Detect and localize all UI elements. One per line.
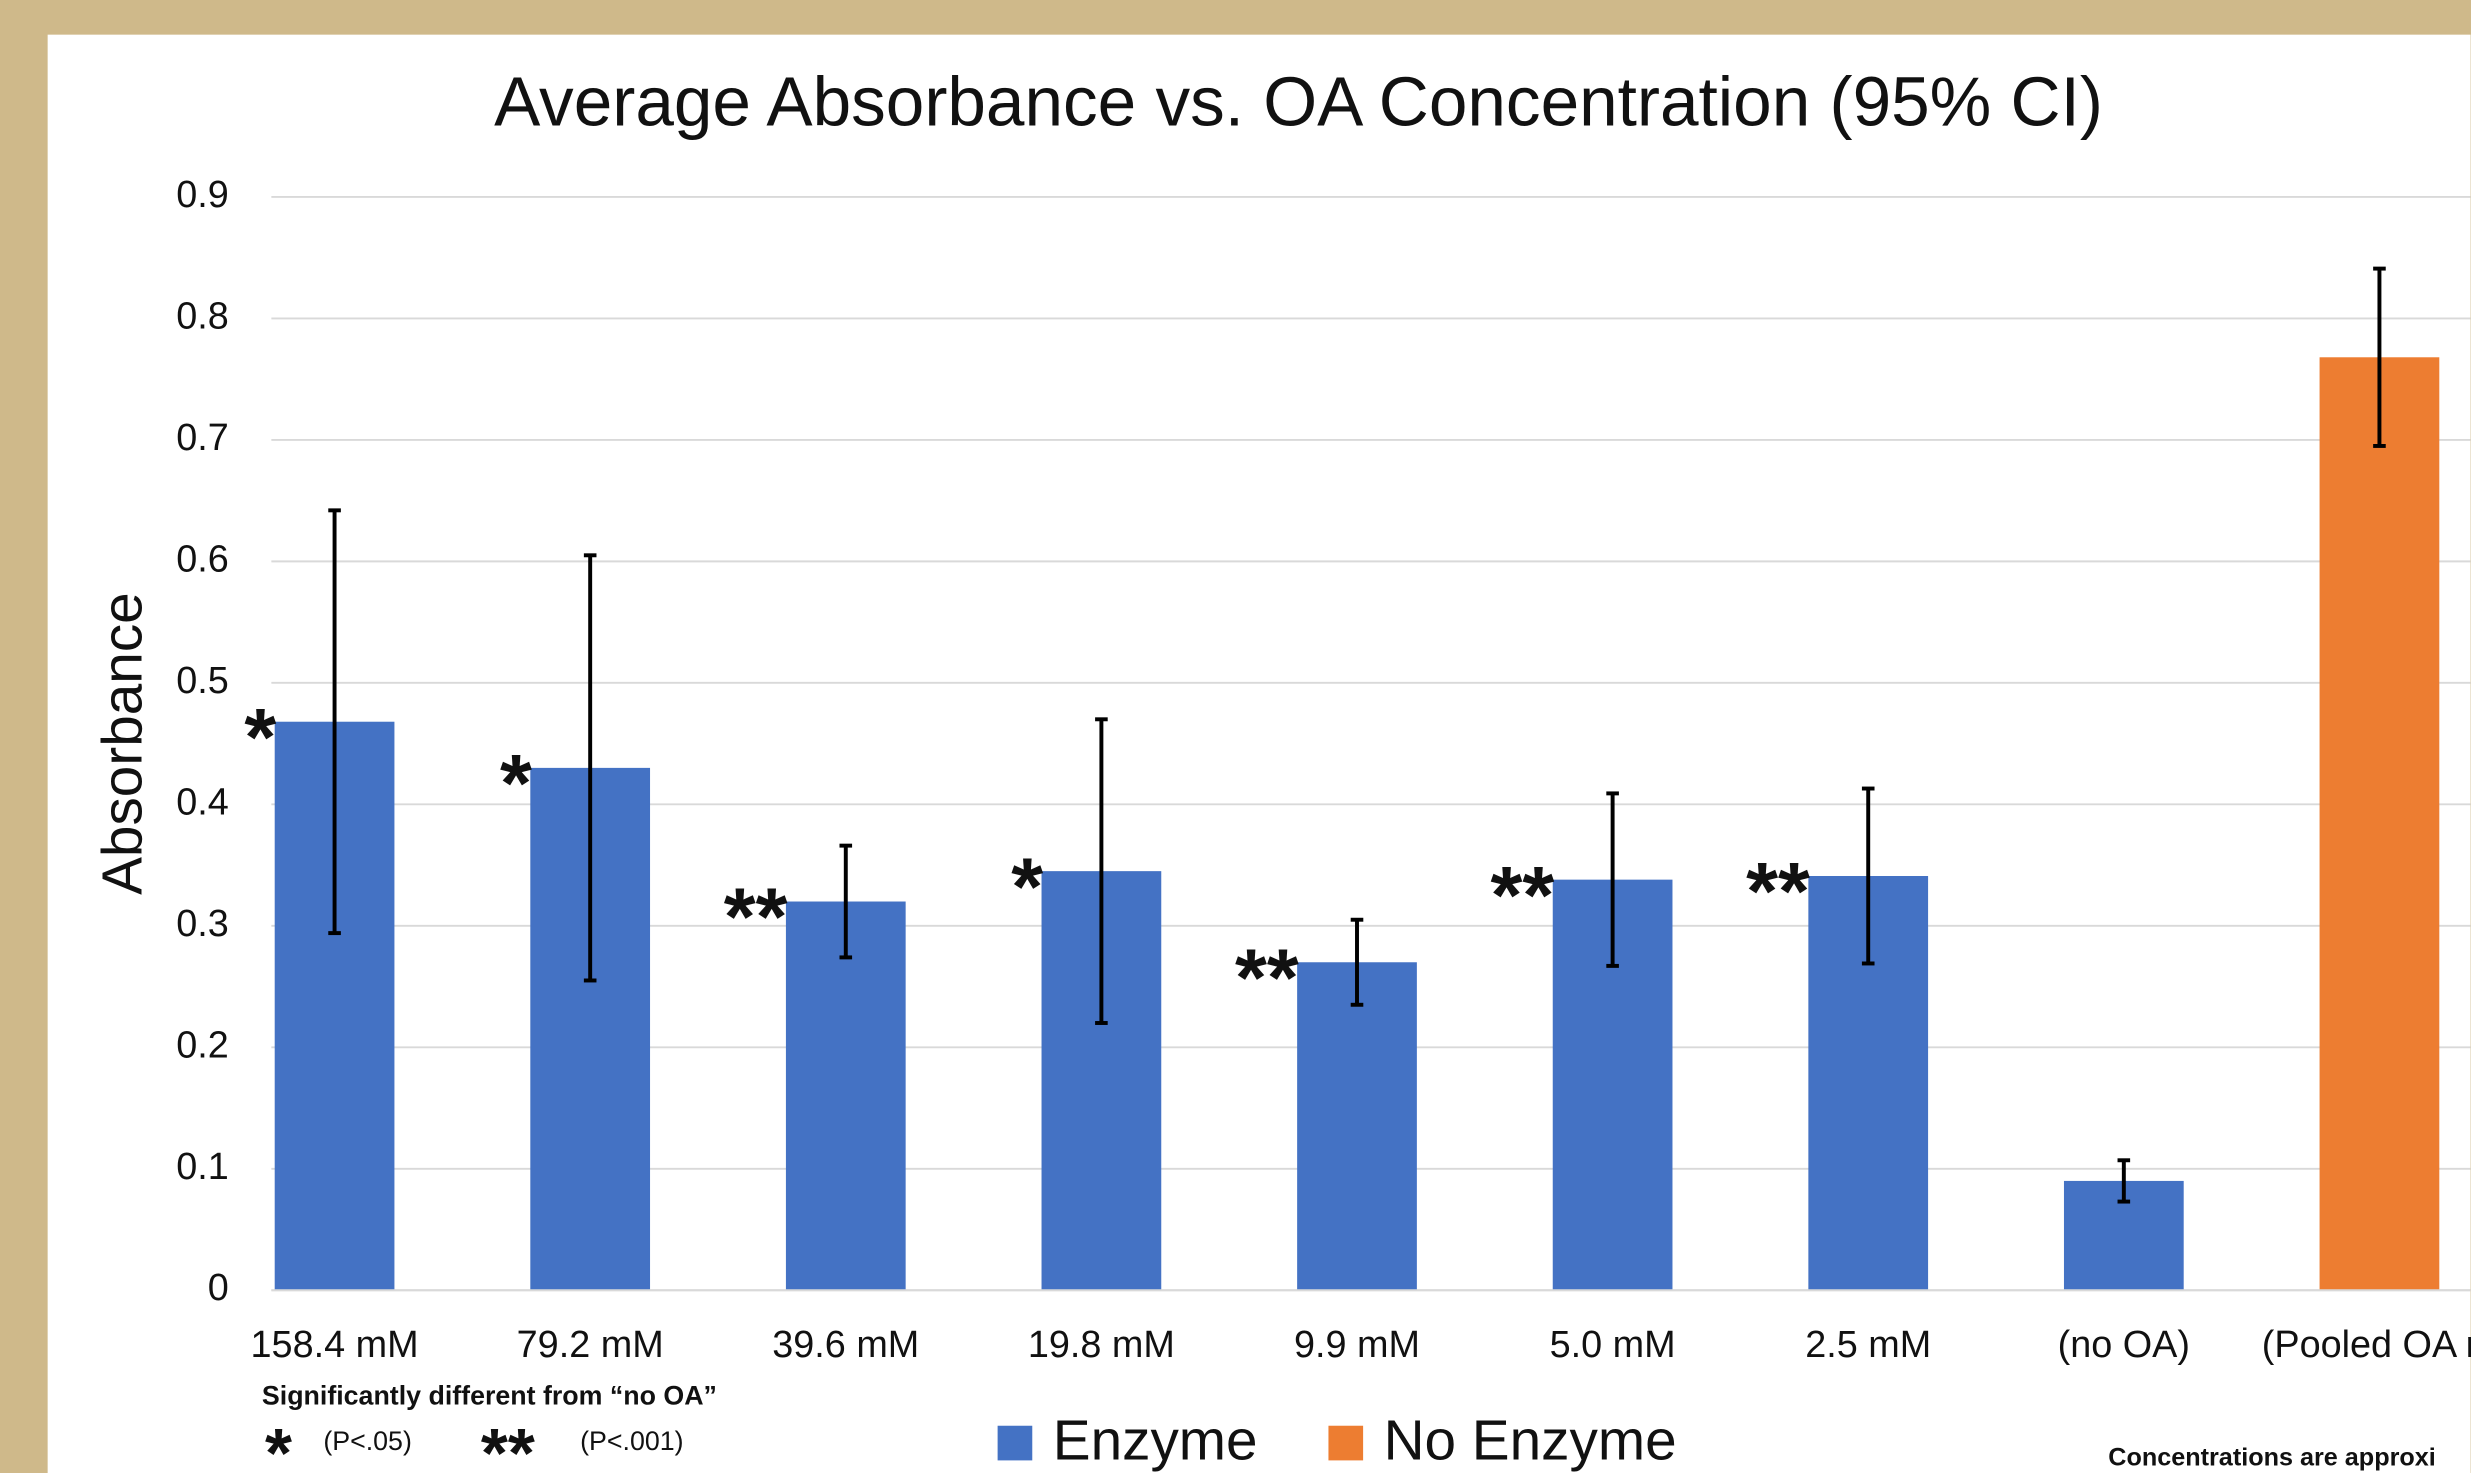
error-bar <box>328 508 341 936</box>
x-tick-label: 5.0 mM <box>1550 1324 1676 1366</box>
error-bar <box>2117 1158 2131 1204</box>
significance-key-label: (P<.001) <box>580 1426 683 1456</box>
legend-swatch <box>997 1425 1033 1461</box>
significance-marker: ** <box>1235 933 1299 1024</box>
significance-marker: ** <box>1746 847 1810 938</box>
legend-label: Enzyme <box>1053 1410 1258 1473</box>
x-tick-label: (Pooled OA m <box>2262 1324 2471 1366</box>
significance-marker: ** <box>724 872 788 963</box>
y-axis-title: Absorbance <box>91 592 154 895</box>
error-bar <box>1095 717 1108 1025</box>
bar <box>1297 962 1417 1291</box>
significance-key-label: (P<.05) <box>323 1426 412 1456</box>
y-tick-label: 0 <box>208 1267 229 1309</box>
bar <box>785 901 906 1291</box>
significance-marker: ** <box>1491 850 1555 941</box>
significance-key-symbol: ** <box>481 1414 535 1473</box>
x-tick-label: 39.6 mM <box>772 1324 919 1366</box>
y-tick-label: 0.8 <box>176 295 229 337</box>
significance-title: Significantly different from “no OA” <box>262 1380 717 1410</box>
y-tick-label: 0.3 <box>176 903 229 945</box>
significance-key-symbol: * <box>265 1414 292 1473</box>
y-tick-label: 0.5 <box>176 660 229 702</box>
y-tick-label: 0.9 <box>176 174 229 216</box>
x-tick-label: (no OA) <box>2058 1324 2190 1366</box>
significance-marker: * <box>244 692 276 783</box>
x-tick-label: 19.8 mM <box>1028 1324 1175 1366</box>
y-tick-label: 0.6 <box>176 538 229 580</box>
error-bar <box>839 843 853 960</box>
x-tick-label: 158.4 mM <box>251 1324 419 1366</box>
y-tick-label: 0.1 <box>176 1146 229 1188</box>
significance-marker: * <box>1011 842 1043 933</box>
significance-marker: * <box>500 739 532 830</box>
y-tick-label: 0.2 <box>176 1024 229 1066</box>
x-tick-label: 2.5 mM <box>1805 1324 1931 1366</box>
error-bar <box>1861 786 1875 966</box>
x-tick-label: 9.9 mM <box>1294 1324 1420 1366</box>
y-tick-label: 0.4 <box>176 781 229 823</box>
error-bar <box>583 553 597 983</box>
bar <box>2319 357 2440 1291</box>
chart-title: Average Absorbance vs. OA Concentration … <box>494 62 2103 140</box>
legend-label: No Enzyme <box>1384 1410 1677 1473</box>
error-bar <box>2373 266 2386 448</box>
legend-swatch <box>1328 1425 1364 1461</box>
error-bar <box>1606 791 1619 968</box>
x-tick-label: 79.2 mM <box>517 1324 664 1366</box>
error-bar <box>1350 917 1364 1007</box>
footnote: Concentrations are approxi <box>2108 1443 2436 1471</box>
y-tick-label: 0.7 <box>176 417 229 459</box>
